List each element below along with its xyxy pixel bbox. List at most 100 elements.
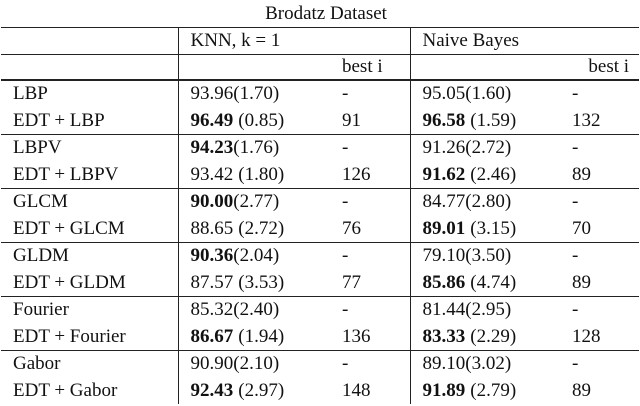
method-name: Fourier — [1, 296, 178, 324]
mean-accuracy: 96.49 — [190, 109, 234, 131]
best-i: - — [560, 242, 640, 270]
std-dev: (2.46) — [470, 163, 517, 185]
best-i: 91 — [342, 109, 361, 131]
table-row: Fourier 85.32(2.40) -81.44(2.95) - — [1, 296, 640, 324]
table-row: Gabor 90.90(2.10) -89.10(3.02) - — [1, 350, 640, 378]
accuracy-cell: 96.49 (0.85) — [177, 107, 330, 135]
std-dev: (2.79) — [470, 379, 517, 401]
std-dev: (3.15) — [470, 217, 517, 239]
header-row: KNN, k = 1 Naive Bayes — [1, 27, 640, 55]
subheader: best i — [560, 54, 640, 81]
best-i: 132 — [572, 109, 601, 131]
method-name: EDT + Gabor — [13, 379, 118, 401]
table-row: GLDM 90.36(2.04) -79.10(3.50) - — [1, 242, 640, 270]
std-dev: (1.59) — [470, 109, 517, 131]
table-row: LBPV 94.23(1.76) -91.26(2.72) - — [1, 134, 640, 162]
accuracy-cell: 84.77(2.80) — [409, 188, 560, 216]
column-header: KNN, k = 1 — [177, 27, 410, 55]
std-dev: (3.53) — [238, 271, 285, 293]
best-i: 89 — [572, 379, 591, 401]
table-title: Brodatz Dataset — [1, 1, 640, 28]
best-i: - — [560, 134, 640, 162]
std-dev: (2.80) — [465, 191, 512, 213]
method-name: EDT + GLDM — [13, 271, 126, 293]
method-name: LBP — [1, 79, 178, 108]
empty-cell — [1, 54, 178, 81]
best-i: 128 — [572, 325, 601, 347]
mean-accuracy: 90.90 — [190, 353, 234, 375]
std-dev: (3.50) — [465, 245, 512, 267]
title-row: Brodatz Dataset — [1, 1, 640, 28]
std-dev: (2.04) — [233, 245, 280, 267]
std-dev: (2.40) — [233, 299, 280, 321]
method-name: LBPV — [1, 134, 178, 162]
best-i: 148 — [342, 379, 371, 401]
best-i: - — [330, 350, 410, 378]
best-i: - — [330, 134, 410, 162]
row-group: GLCM 90.00(2.77) -84.77(2.80) - EDT + GLCM 88… — [1, 188, 640, 243]
mean-accuracy: 87.57 — [190, 271, 234, 293]
std-dev: (4.74) — [470, 271, 517, 293]
accuracy-cell: 91.26(2.72) — [409, 134, 560, 162]
accuracy-cell: 85.86 (4.74) — [409, 269, 560, 297]
method-name: EDT + Fourier — [13, 325, 126, 347]
std-dev: (2.95) — [465, 299, 512, 321]
mean-accuracy: 89.10 — [422, 353, 466, 375]
std-dev: (1.94) — [238, 325, 285, 347]
best-i: 89 — [572, 271, 591, 293]
mean-accuracy: 90.00 — [190, 191, 234, 213]
mean-accuracy: 94.23 — [190, 137, 234, 159]
best-i: 89 — [572, 163, 591, 185]
table-row: EDT + LBPV 93.42 (1.80) 126 91.62 (2.46) 89 — [1, 161, 639, 189]
mean-accuracy: 85.32 — [190, 299, 234, 321]
accuracy-cell: 91.62 (2.46) — [409, 161, 560, 189]
best-i: 70 — [572, 217, 591, 239]
subheader-row: best i best i — [1, 54, 640, 81]
mean-accuracy: 86.67 — [190, 325, 234, 347]
std-dev: (1.80) — [238, 163, 285, 185]
row-group: Gabor 90.90(2.10) -89.10(3.02) - EDT + Gabor… — [1, 350, 640, 404]
best-i: 76 — [342, 217, 361, 239]
mean-accuracy: 88.65 — [190, 217, 234, 239]
table-row: EDT + GLDM 87.57 (3.53) 77 85.86 (4.74) 89 — [1, 269, 639, 297]
table-row: GLCM 90.00(2.77) -84.77(2.80) - — [1, 188, 640, 216]
std-dev: (2.10) — [233, 353, 280, 375]
table-row: LBP 93.96(1.70) -95.05(1.60) - — [1, 79, 640, 108]
accuracy-cell: 90.36(2.04) — [177, 242, 330, 270]
table-row: EDT + Gabor 92.43 (2.97) 148 91.89 (2.79) 89 — [1, 377, 639, 404]
mean-accuracy: 85.86 — [422, 271, 466, 293]
mean-accuracy: 91.62 — [422, 163, 466, 185]
mean-accuracy: 84.77 — [422, 191, 466, 213]
accuracy-cell: 91.89 (2.79) — [409, 377, 560, 404]
accuracy-cell: 95.05(1.60) — [409, 79, 560, 108]
empty-cell — [1, 27, 178, 55]
std-dev: (1.76) — [233, 137, 280, 159]
std-dev: (2.77) — [233, 191, 280, 213]
mean-accuracy: 96.58 — [422, 109, 466, 131]
table-row: EDT + Fourier 86.67 (1.94) 136 83.33 (2.29) 12… — [1, 323, 639, 351]
accuracy-cell: 96.58 (1.59) — [409, 107, 560, 135]
method-name: Gabor — [1, 350, 178, 378]
mean-accuracy: 79.10 — [422, 245, 466, 267]
accuracy-cell: 90.00(2.77) — [177, 188, 330, 216]
std-dev: (1.60) — [465, 83, 512, 105]
accuracy-cell: 88.65 (2.72) — [177, 215, 330, 243]
best-i: 77 — [342, 271, 361, 293]
row-group: LBPV 94.23(1.76) -91.26(2.72) - EDT + LBPV 93… — [1, 134, 640, 189]
method-name: GLCM — [1, 188, 178, 216]
mean-accuracy: 91.26 — [422, 137, 466, 159]
table-row: EDT + GLCM 88.65 (2.72) 76 89.01 (3.15) 70 — [1, 215, 639, 243]
mean-accuracy: 93.96 — [190, 83, 234, 105]
mean-accuracy: 89.01 — [422, 217, 466, 239]
std-dev: (2.29) — [470, 325, 517, 347]
empty-cell — [409, 54, 560, 81]
accuracy-cell: 89.01 (3.15) — [409, 215, 560, 243]
best-i: 126 — [342, 163, 371, 185]
row-group: GLDM 90.36(2.04) -79.10(3.50) - EDT + GLDM 87… — [1, 242, 640, 297]
method-name: EDT + LBP — [13, 109, 105, 131]
accuracy-cell: 93.96(1.70) — [177, 79, 330, 108]
accuracy-cell: 92.43 (2.97) — [177, 377, 330, 404]
accuracy-cell: 87.57 (3.53) — [177, 269, 330, 297]
accuracy-cell: 90.90(2.10) — [177, 350, 330, 378]
